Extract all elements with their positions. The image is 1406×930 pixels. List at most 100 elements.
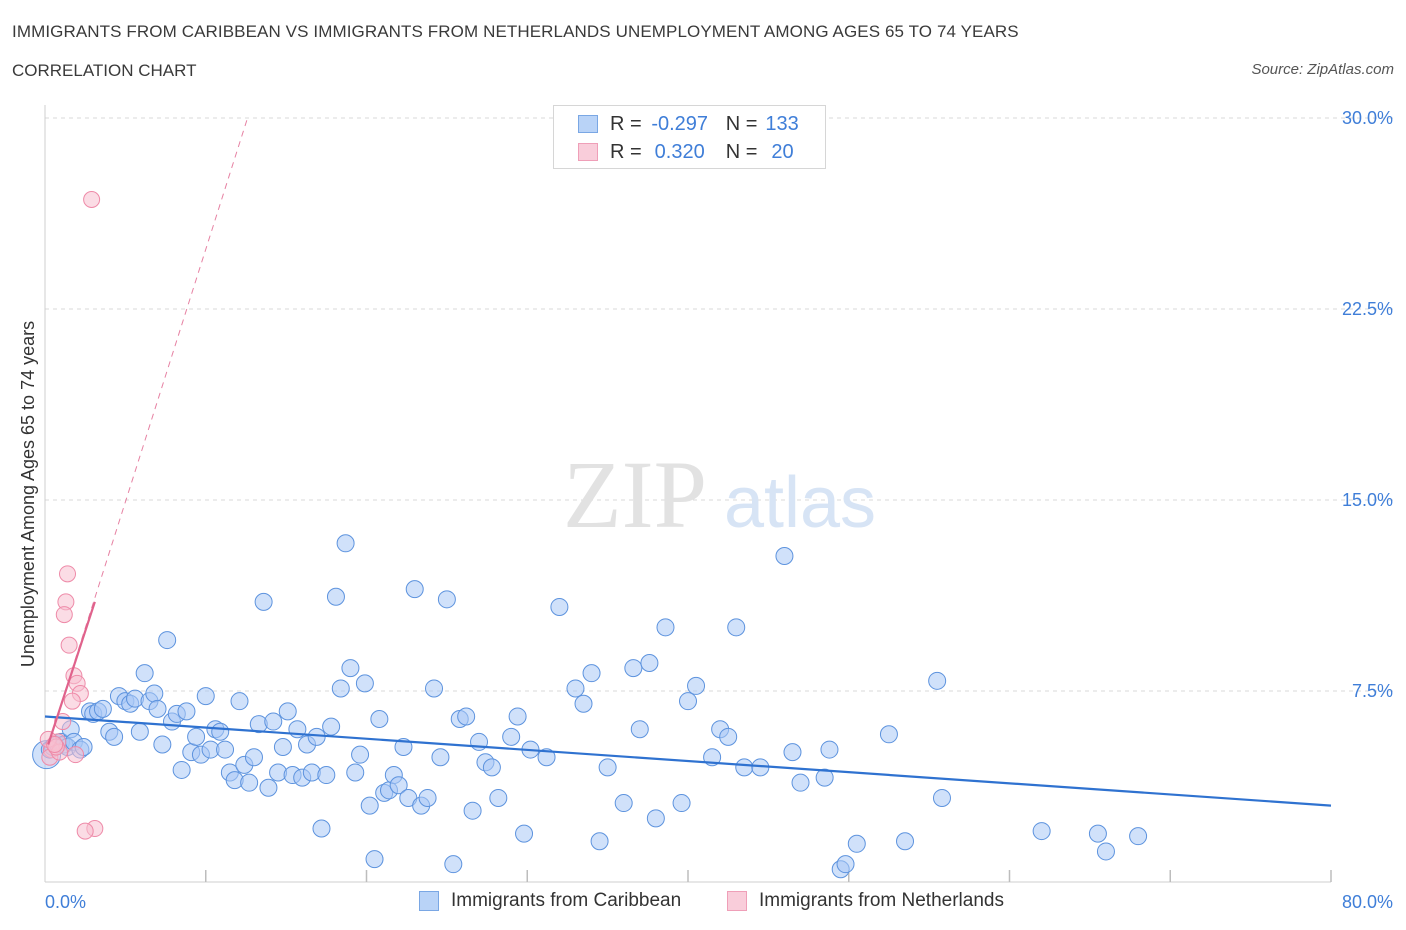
caribbean-point	[322, 717, 341, 736]
caribbean-point	[211, 722, 230, 741]
legend-r-value: 0.320	[654, 140, 705, 163]
caribbean-point	[389, 776, 408, 795]
caribbean-point	[672, 794, 691, 813]
caribbean-point	[341, 659, 360, 678]
caribbean-point	[879, 725, 898, 744]
caribbean-point	[928, 671, 947, 690]
caribbean-point	[172, 760, 191, 779]
caribbean-trend-line	[44, 715, 1332, 807]
caribbean-point	[735, 758, 754, 777]
x-axis-ticks	[205, 870, 1332, 882]
netherlands-points	[39, 190, 1332, 840]
caribbean-point	[360, 796, 379, 815]
caribbean-point	[93, 699, 112, 718]
caribbean-point	[590, 832, 609, 851]
caribbean-point	[437, 590, 456, 609]
caribbean-point	[463, 801, 482, 820]
caribbean-point	[537, 748, 556, 767]
caribbean-point	[482, 758, 501, 777]
x-tick-label-min: 0.0%	[45, 892, 86, 912]
caribbean-point	[783, 743, 802, 762]
legend-n-value: 20	[771, 140, 794, 163]
caribbean-point	[1096, 842, 1115, 861]
caribbean-point	[932, 788, 951, 807]
legend-n-value: 133	[765, 112, 799, 135]
caribbean-point	[1129, 827, 1148, 846]
caribbean-point	[847, 834, 866, 853]
netherlands-point	[76, 822, 94, 840]
caribbean-legend-swatch	[419, 891, 439, 911]
caribbean-point	[153, 735, 172, 754]
series-legend: Immigrants from Caribbean Immigrants fro…	[0, 890, 1406, 916]
caribbean-point	[614, 794, 633, 813]
caribbean-point	[196, 687, 215, 706]
caribbean-point	[719, 727, 738, 746]
legend-r-label: R =	[610, 112, 642, 135]
netherlands-point	[59, 565, 77, 583]
legend-n-label: N =	[725, 140, 758, 163]
caribbean-points	[32, 534, 1148, 879]
netherlands-point	[67, 746, 85, 764]
caribbean-point	[679, 692, 697, 711]
caribbean-point	[502, 727, 521, 746]
caribbean-point	[130, 722, 149, 741]
caribbean-point	[457, 707, 476, 726]
caribbean-point	[355, 674, 374, 693]
caribbean-point	[444, 855, 463, 874]
caribbean-point	[550, 597, 569, 616]
caribbean-point	[312, 819, 331, 838]
caribbean-point	[370, 710, 389, 729]
caribbean-point	[230, 692, 249, 711]
x-tick-label-max: 80.0%	[1342, 892, 1393, 912]
chart-subtitle: CORRELATION CHART	[12, 61, 197, 80]
caribbean-point	[1032, 822, 1051, 841]
caribbean-point	[775, 547, 794, 566]
caribbean-swatch	[578, 115, 598, 133]
y-tick-label: 7.5%	[1352, 681, 1393, 701]
legend-row-caribbean: R = -0.297 N = 133	[578, 112, 799, 136]
caribbean-point	[317, 766, 336, 785]
caribbean-point	[278, 702, 297, 721]
caribbean-point	[346, 763, 365, 782]
caribbean-point	[727, 618, 746, 637]
caribbean-point	[145, 684, 164, 703]
caribbean-point	[624, 659, 643, 678]
caribbean-point	[244, 748, 263, 767]
caribbean-point	[687, 676, 706, 695]
caribbean-point	[582, 664, 601, 683]
caribbean-point	[365, 850, 384, 869]
caribbean-point	[187, 727, 206, 746]
caribbean-point	[240, 773, 259, 792]
caribbean-point	[307, 727, 326, 746]
caribbean-point	[326, 587, 345, 606]
caribbean-point	[264, 712, 283, 731]
caribbean-point	[508, 707, 527, 726]
caribbean-point	[1088, 824, 1107, 843]
caribbean-point	[640, 653, 659, 672]
watermark-atlas: atlas	[724, 463, 876, 543]
netherlands-swatch	[578, 143, 598, 161]
chart-title: IMMIGRANTS FROM CARIBBEAN VS IMMIGRANTS …	[12, 22, 1019, 41]
caribbean-point	[836, 855, 855, 874]
y-axis-title: Unemployment Among Ages 65 to 74 years	[18, 321, 38, 667]
caribbean-point	[148, 699, 167, 718]
caribbean-point	[394, 738, 413, 757]
caribbean-point	[431, 748, 450, 767]
caribbean-point	[598, 758, 617, 777]
netherlands-point	[55, 606, 73, 624]
caribbean-point	[351, 745, 370, 764]
netherlands-point	[60, 636, 78, 654]
caribbean-point	[405, 580, 424, 599]
caribbean-point	[489, 788, 508, 807]
correlation-legend: R = -0.297 N = 133 R = 0.320 N = 20	[553, 105, 826, 169]
y-tick-label: 30.0%	[1342, 108, 1393, 128]
caribbean-point	[273, 738, 292, 757]
legend-row-netherlands: R = 0.320 N = 20	[578, 140, 794, 164]
caribbean-point	[254, 592, 273, 611]
y-tick-label: 22.5%	[1342, 299, 1393, 319]
netherlands-legend-label: Immigrants from Netherlands	[759, 890, 1004, 911]
netherlands-trend-line	[47, 601, 96, 745]
legend-item-caribbean: Immigrants from Caribbean	[419, 890, 681, 912]
caribbean-point	[815, 768, 834, 787]
y-tick-label: 15.0%	[1342, 490, 1393, 510]
